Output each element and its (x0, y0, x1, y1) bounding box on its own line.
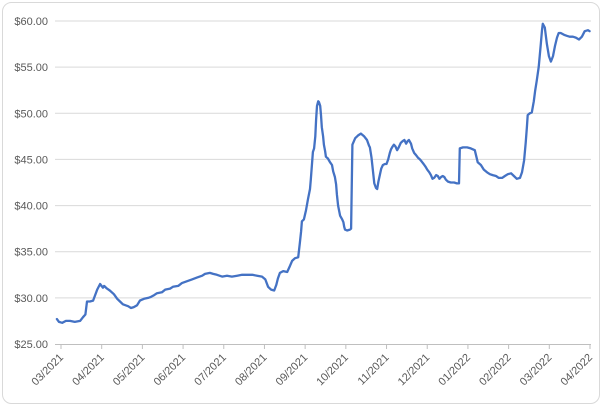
y-axis-label: $30.00 (14, 293, 48, 305)
chart-border (2, 2, 600, 404)
price-series-line (55, 22, 591, 324)
y-axis-label: $55.00 (14, 62, 48, 74)
x-axis-label: 01/2022 (436, 352, 473, 389)
x-axis-label: 11/2021 (356, 352, 392, 388)
y-axis-label: $60.00 (14, 16, 48, 28)
x-axis-label: 07/2021 (192, 352, 229, 389)
x-axis-label: 08/2021 (233, 352, 270, 389)
x-axis-label: 03/2022 (518, 352, 555, 389)
y-axis-label: $50.00 (14, 108, 48, 120)
y-axis-label: $25.00 (14, 339, 48, 351)
x-axis-label: 03/2021 (30, 352, 67, 389)
x-axis-label: 12/2021 (396, 352, 433, 389)
y-axis-label: $40.00 (14, 201, 48, 213)
x-axis-label: 04/2022 (559, 352, 596, 389)
y-axis-label: $45.00 (14, 154, 48, 166)
x-axis-label: 06/2021 (152, 352, 189, 389)
x-axis-label: 04/2021 (70, 352, 107, 389)
x-axis-label: 09/2021 (274, 352, 311, 389)
y-axis-label: $35.00 (14, 247, 48, 259)
x-axis-label: 10/2021 (314, 352, 351, 389)
x-axis-label: 05/2021 (111, 352, 148, 389)
x-axis-label: 02/2022 (477, 352, 514, 389)
